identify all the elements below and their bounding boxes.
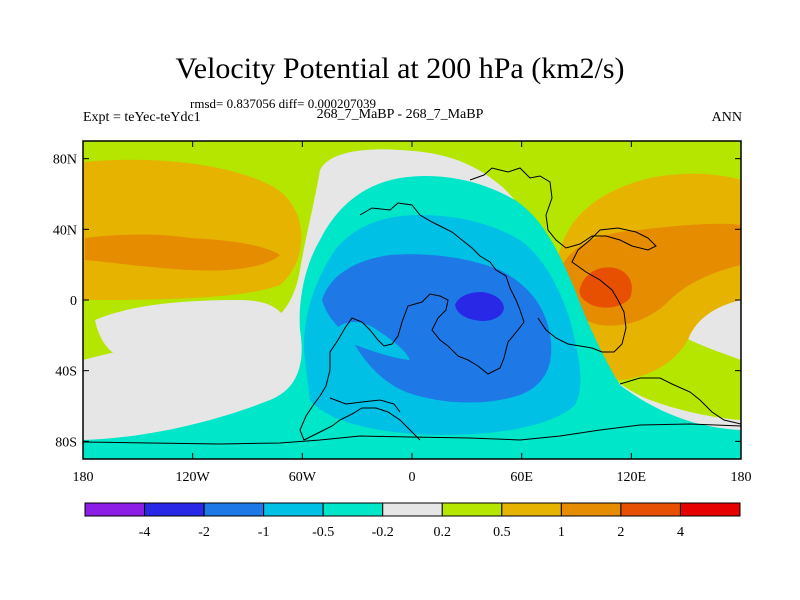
fill-level-1-2-west [85,234,280,271]
coastline-north-continent [299,202,525,441]
colorbar-swatch [263,502,324,517]
colorbar-label: 2 [617,525,624,540]
colorbar-label: -4 [139,525,151,540]
coastline-east-island [619,377,741,425]
colorbar-swatch [560,502,622,517]
x-tick-label: 180 [731,470,752,485]
coastline-south-island [329,397,401,413]
chart-title: Velocity Potential at 200 hPa (km2/s) [175,52,625,85]
colorbar-label: 1 [558,525,565,540]
colorbar-swatch [620,502,681,517]
experiment-label: Expt = teYec-teYdc1 [83,110,201,125]
coastline-east-continent [469,167,657,353]
chart-subtitle: 268_7_MaBP - 268_7_MaBP [316,107,484,122]
x-tick-label: 60E [510,470,533,485]
colorbar: -4 -2 -1 -0.5 -0.2 0.2 0.5 1 2 4 [84,502,741,540]
colorbar-swatch [441,502,503,517]
coastline-south-continent [83,423,741,445]
fill-level-notch-cyan [335,321,410,360]
colorbar-label: -1 [258,525,270,540]
colorbar-label: 0.2 [434,525,452,540]
colorbar-swatch [679,502,741,517]
season-label: ANN [711,110,742,125]
fill-level-2-4-east [579,267,632,308]
colorbar-label: -2 [198,525,210,540]
x-tick-label: 0 [409,470,416,485]
colorbar-label: -0.5 [312,525,334,540]
colorbar-swatch [203,502,265,517]
axes: 180 120W 60W 0 60E 120E 180 80N 40N 0 40S 80S [53,141,752,485]
colorbar-label: -0.2 [372,525,394,540]
rmsd-diff-stats: rmsd= 0.837056 diff= 0.000207039 [190,96,376,111]
y-tick-label: 0 [70,294,77,309]
fill-level-neg2-neg1 [322,254,552,403]
x-tick-label: 180 [73,470,94,485]
x-tick-label: 60W [289,470,317,485]
contour-fills [83,141,741,459]
y-tick-label: 40S [55,365,77,380]
colorbar-label: 0.5 [493,525,511,540]
colorbar-label: 4 [677,525,684,540]
y-tick-label: 40N [53,223,77,238]
colorbar-swatch [144,502,205,517]
colorbar-swatch [501,502,562,517]
colorbar-swatch [84,502,146,517]
y-tick-label: 80N [53,153,77,168]
x-tick-label: 120W [176,470,211,485]
colorbar-swatch [382,502,443,517]
fill-level-neg4-neg2 [455,292,504,321]
coastlines [83,167,741,445]
colorbar-swatch [322,502,384,517]
x-tick-label: 120E [617,470,647,485]
y-tick-label: 80S [55,435,77,450]
fill-level-neutral-west [95,300,290,361]
